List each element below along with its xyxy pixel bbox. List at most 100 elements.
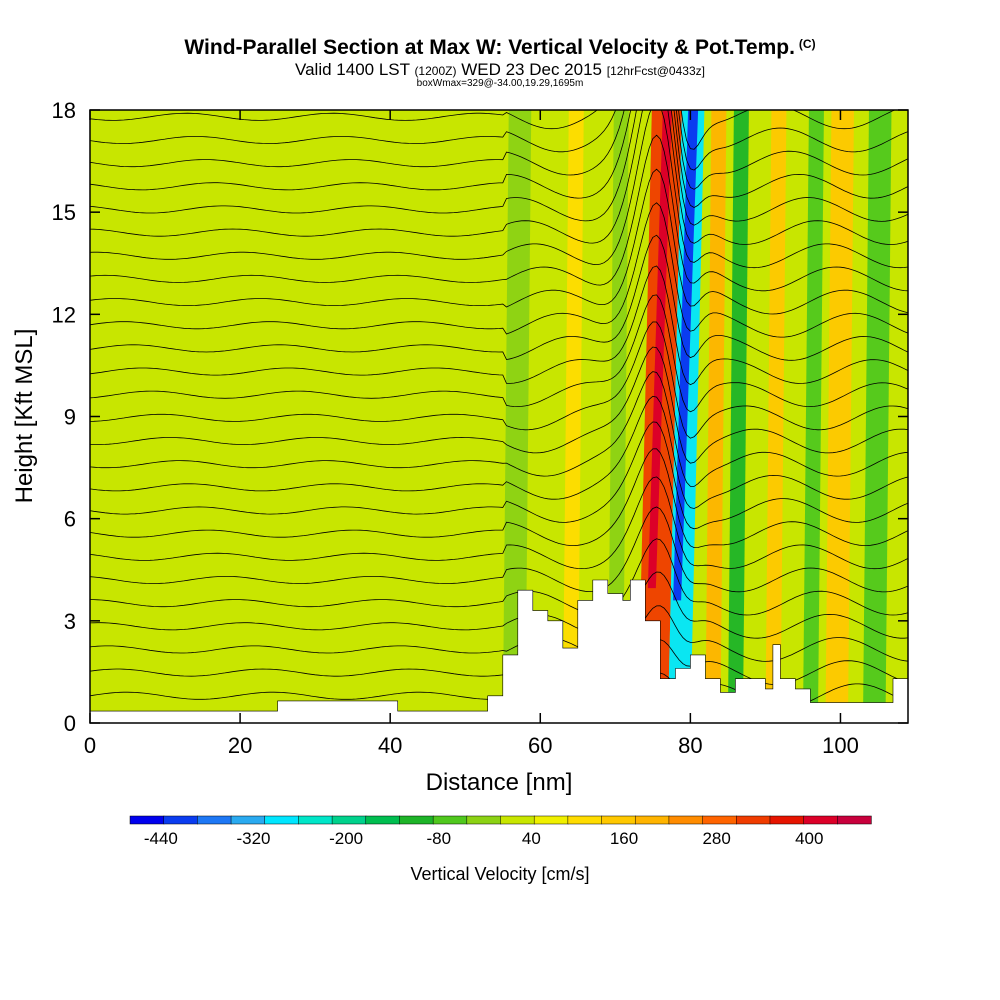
w-band xyxy=(90,110,487,723)
isentrope-line xyxy=(90,538,908,616)
colorbar-swatch xyxy=(668,815,704,825)
colorbar-swatch xyxy=(567,815,603,825)
isentrope-line xyxy=(90,110,908,269)
colorbar-swatch xyxy=(163,815,199,825)
colorbar-swatch xyxy=(736,815,771,825)
isentrope-line xyxy=(90,321,908,439)
w-band xyxy=(502,110,532,723)
w-core-max xyxy=(647,110,672,589)
colorbar-swatch xyxy=(129,815,165,825)
w-band xyxy=(562,110,584,723)
x-tick-label: 100 xyxy=(822,733,859,758)
colorbar-swatch xyxy=(264,815,300,825)
chart-title-text: Wind-Parallel Section at Max W: Vertical… xyxy=(184,36,795,59)
isentrope-line xyxy=(90,639,908,685)
isentrope-line xyxy=(90,506,908,593)
isentrope-line xyxy=(90,202,908,338)
isentrope-line xyxy=(90,134,908,292)
subtitle-valid: Valid 1400 LST xyxy=(295,60,410,79)
x-axis-title: Distance [nm] xyxy=(426,769,573,796)
w-band xyxy=(862,110,892,723)
w-band xyxy=(765,110,787,723)
isentrope-line xyxy=(90,265,908,386)
colorbar-swatch xyxy=(837,815,872,825)
y-tick-label: 6 xyxy=(64,507,76,532)
y-axis: 0 3 6 9 12 15 18 xyxy=(52,98,908,736)
colorbar xyxy=(129,815,872,825)
colorbar-tick-label: 160 xyxy=(610,829,638,848)
y-tick-label: 3 xyxy=(64,609,76,634)
colorbar-swatch xyxy=(298,815,333,825)
chart-title: Wind-Parallel Section at Max W: Vertical… xyxy=(0,36,1000,60)
y-tick-label: 12 xyxy=(52,302,76,327)
chart-note: boxWmax=329@-34.00,19.29,1695m xyxy=(416,78,584,89)
colorbar-swatch xyxy=(769,815,805,825)
colorbar-tick-label: -80 xyxy=(426,829,451,848)
colorbar-swatch xyxy=(601,815,636,825)
isentrope-line xyxy=(90,448,908,549)
colorbar-swatch xyxy=(500,815,535,825)
isentrope-line xyxy=(90,395,908,509)
colorbar-tick-label: -200 xyxy=(329,829,363,848)
subtitle-date: WED 23 Dec 2015 xyxy=(461,60,602,79)
isentrope-line xyxy=(90,234,908,361)
isentrope-line xyxy=(90,110,908,245)
isentrope-line xyxy=(90,421,908,530)
isentrope-line xyxy=(90,168,908,315)
w-band xyxy=(705,110,727,723)
isentrope-contours xyxy=(90,110,908,709)
isentrope-line xyxy=(90,371,908,487)
isentrope-line xyxy=(90,110,908,190)
isentrope-line xyxy=(90,571,908,639)
colorbar-swatch xyxy=(466,815,502,825)
x-tick-label: 60 xyxy=(528,733,552,758)
y-tick-label: 9 xyxy=(64,405,76,430)
colorbar-swatch xyxy=(702,815,737,825)
colorbar-swatch xyxy=(803,815,838,825)
colorbar-tick-label: 280 xyxy=(702,829,730,848)
y-tick-label: 0 xyxy=(64,711,76,736)
colorbar-title: Vertical Velocity [cm/s] xyxy=(410,864,589,884)
subtitle-utc: (1200Z) xyxy=(414,64,457,78)
subtitle-forecast: [12hrFcst@0433z] xyxy=(606,64,705,78)
colorbar-tick-label: 400 xyxy=(795,829,823,848)
x-tick-label: 20 xyxy=(228,733,252,758)
w-band xyxy=(607,110,629,723)
isentrope-line xyxy=(90,476,908,570)
isentrope-line xyxy=(90,605,908,662)
colorbar-tick-label: 40 xyxy=(522,829,541,848)
colorbar-labels: -440 -320 -200 -80 40 160 280 400 xyxy=(144,829,824,848)
colorbar-swatch xyxy=(533,815,569,825)
terrain-mask xyxy=(90,579,908,723)
w-core-min xyxy=(673,110,699,601)
colorbar-swatch xyxy=(365,815,401,825)
x-tick-label: 80 xyxy=(678,733,702,758)
isentrope-line xyxy=(90,346,908,464)
x-tick-label: 0 xyxy=(84,733,96,758)
terrain-shape xyxy=(90,579,908,723)
w-band xyxy=(825,110,854,723)
plot-area xyxy=(90,110,908,723)
isentrope-line xyxy=(90,110,908,208)
y-axis-title: Height [Kft MSL] xyxy=(11,329,38,504)
colorbar-tick-label: -440 xyxy=(144,829,178,848)
x-axis: 0 20 40 60 80 100 xyxy=(84,110,859,758)
colorbar-swatch xyxy=(197,815,232,825)
isentrope-line xyxy=(90,110,896,150)
isentrope-line xyxy=(90,110,908,171)
y-tick-label: 18 xyxy=(52,98,76,123)
w-band xyxy=(802,110,824,723)
colorbar-swatch xyxy=(634,815,670,825)
isentrope-line xyxy=(90,110,908,226)
colorbar-swatch xyxy=(230,815,266,825)
isentrope-line xyxy=(90,294,908,413)
x-tick-label: 40 xyxy=(378,733,402,758)
colorbar-tick-label: -320 xyxy=(236,829,270,848)
chart-subtitle: Valid 1400 LST (1200Z) WED 23 Dec 2015 [… xyxy=(0,60,1000,80)
colorbar-swatch xyxy=(432,815,468,825)
colorbar-swatch xyxy=(399,815,434,825)
y-tick-label: 15 xyxy=(52,200,76,225)
chart-title-badge: (C) xyxy=(798,37,816,51)
colorbar-swatch xyxy=(331,815,367,825)
